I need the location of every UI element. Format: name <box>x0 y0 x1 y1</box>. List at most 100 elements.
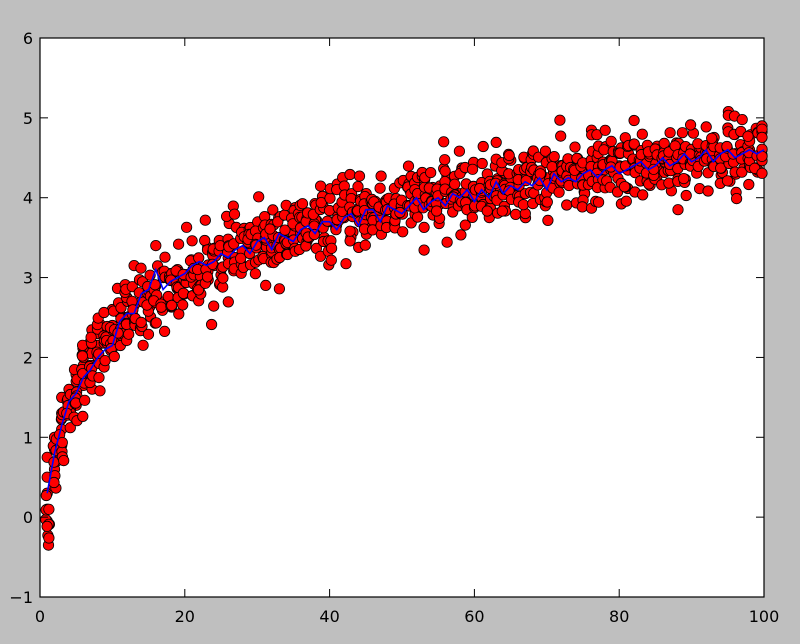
scatter-point <box>599 124 611 136</box>
scatter-point <box>340 258 352 270</box>
scatter-point <box>177 287 189 299</box>
scatter-point <box>441 236 453 248</box>
scatter-point <box>548 151 560 163</box>
scatter-point <box>41 520 53 533</box>
scatter-point <box>324 192 336 204</box>
scatter-point <box>449 178 461 190</box>
y-tick-label: −1 <box>9 588 33 607</box>
y-tick-label: 0 <box>23 508 33 527</box>
scatter-point <box>94 385 106 397</box>
scatter-point <box>177 299 189 311</box>
scatter-point <box>308 228 320 241</box>
scatter-point <box>201 271 214 283</box>
scatter-point <box>756 167 768 179</box>
scatter-point <box>137 339 149 351</box>
scatter-point <box>439 154 451 166</box>
scatter-point <box>684 148 696 160</box>
scatter-point <box>736 166 748 178</box>
scatter-point <box>253 191 265 203</box>
scatter-point <box>272 216 284 228</box>
y-tick-label: 6 <box>23 29 33 48</box>
scatter-point <box>476 157 488 170</box>
scatter-point <box>79 394 91 406</box>
mean-line <box>46 148 765 494</box>
scatter-point <box>605 135 617 147</box>
scatter-point <box>546 161 558 173</box>
scatter-point <box>397 226 409 238</box>
scatter-point <box>664 127 676 139</box>
scatter-point <box>439 165 451 177</box>
scatter-point <box>481 205 493 217</box>
scatter-point <box>453 145 465 157</box>
scatter-point <box>455 229 467 241</box>
scatter-point <box>77 410 89 422</box>
scatter-point <box>576 201 588 213</box>
scatter-point <box>430 205 443 217</box>
scatter-point <box>99 354 111 367</box>
scatter-point <box>678 173 690 185</box>
scatter-point <box>76 350 89 362</box>
scatter-point <box>159 251 171 263</box>
scatter-point <box>490 136 502 148</box>
scatter-point <box>375 170 387 182</box>
scatter-point <box>743 178 755 191</box>
scatter-point <box>730 193 743 205</box>
scatter-point <box>700 121 712 133</box>
x-tick-label: 100 <box>749 607 780 626</box>
scatter-point <box>517 199 530 211</box>
scatter-point <box>325 242 338 254</box>
scatter-point <box>402 160 415 172</box>
x-tick-label: 20 <box>175 607 195 626</box>
scatter-point <box>554 114 566 126</box>
scatter-point <box>222 296 234 308</box>
scatter-point <box>123 328 135 340</box>
scatter-point <box>279 224 291 236</box>
scatter-point <box>193 252 205 264</box>
scatter-point <box>477 140 489 153</box>
scatter-point <box>150 317 162 329</box>
scatter-point <box>510 208 522 220</box>
scatter-point <box>636 128 648 140</box>
scatter-point <box>325 254 337 266</box>
scatter-point <box>206 318 218 331</box>
y-tick-label: 2 <box>23 348 33 367</box>
scatter-point <box>418 244 430 256</box>
scatter-point <box>344 235 356 247</box>
scatter-point <box>85 331 97 343</box>
scatter-point <box>260 279 272 291</box>
scatter-point <box>438 136 450 148</box>
scatter-point <box>43 532 55 544</box>
scatter-point <box>411 211 424 223</box>
scatter-point <box>217 272 229 284</box>
scatter-point <box>314 180 327 192</box>
scatter-point <box>344 168 356 181</box>
scatter-point <box>539 145 552 157</box>
scatter-point <box>658 137 670 149</box>
x-tick-label: 0 <box>35 607 45 626</box>
scatter-point <box>628 114 640 127</box>
scatter-point <box>142 328 155 340</box>
scatter-point <box>628 138 640 150</box>
scatter-point <box>108 350 120 363</box>
scatter-point <box>199 234 211 247</box>
scatter-point <box>352 181 364 193</box>
scatter-point <box>186 235 198 247</box>
scatter-point <box>135 316 147 328</box>
scatter-point <box>181 221 193 233</box>
x-tick-label: 80 <box>609 607 629 626</box>
scatter-point <box>503 149 515 162</box>
scatter-point <box>569 141 581 153</box>
scatter-point <box>228 208 241 220</box>
scatter-point <box>715 162 727 174</box>
scatter-point <box>208 300 220 312</box>
scatter-point <box>267 204 279 216</box>
scatter-point <box>459 219 471 231</box>
scatter-point <box>315 197 327 209</box>
scatter-point <box>418 221 430 233</box>
scatter-point <box>592 196 605 208</box>
scatter-point <box>353 170 366 182</box>
y-tick-label: 4 <box>23 189 33 208</box>
scatter-point <box>542 214 554 226</box>
scatter-point <box>618 181 631 193</box>
